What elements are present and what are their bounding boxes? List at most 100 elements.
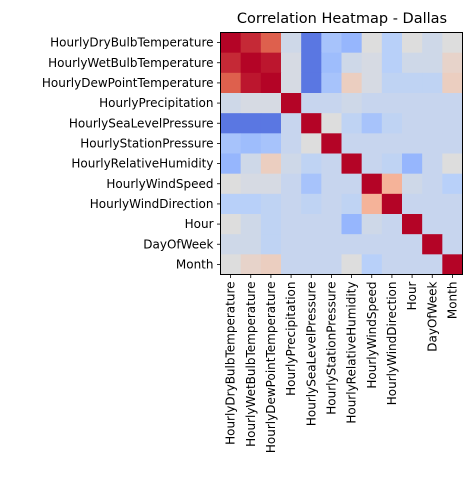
heatmap-cell-5-7	[361, 133, 383, 154]
heatmap-cell-4-5	[321, 113, 342, 134]
heatmap-cell-5-11	[442, 133, 463, 154]
heatmap-cell-5-9	[402, 133, 423, 154]
heatmap-cell-5-6	[341, 133, 363, 154]
heatmap-cell-10-6	[341, 234, 363, 255]
heatmap-cell-4-8	[381, 113, 403, 134]
heatmap-cell-7-11	[442, 173, 463, 195]
y-tick-label-11: Month	[176, 257, 214, 271]
x-tick-label-9: Hour	[405, 281, 419, 310]
heatmap-cell-8-0	[220, 193, 242, 215]
heatmap-cell-2-7	[361, 72, 383, 94]
heatmap-cell-8-7	[361, 193, 383, 215]
heatmap-cell-6-1	[240, 153, 262, 175]
heatmap-cell-11-9	[402, 254, 423, 275]
heatmap-cell-4-7	[361, 113, 383, 134]
heatmap-cell-3-9	[402, 93, 423, 114]
heatmap-cell-9-8	[381, 214, 403, 235]
heatmap-cell-7-1	[240, 173, 262, 195]
heatmap-cell-11-1	[240, 254, 262, 275]
heatmap-cells	[220, 32, 463, 275]
heatmap-cell-9-10	[422, 214, 443, 235]
y-tick-label-1: HourlyWetBulbTemperature	[48, 56, 213, 70]
heatmap-cell-0-4	[301, 32, 322, 54]
heatmap-cell-0-7	[361, 32, 383, 54]
heatmap-cell-7-6	[341, 173, 363, 195]
heatmap-cell-9-2	[260, 214, 282, 235]
heatmap-cell-8-9	[402, 193, 423, 215]
heatmap-cell-6-10	[422, 153, 443, 175]
heatmap-cell-1-6	[341, 52, 363, 74]
heatmap-cell-0-2	[260, 32, 282, 54]
heatmap-cell-5-1	[240, 133, 262, 154]
heatmap-cell-6-4	[301, 153, 322, 175]
heatmap-cell-8-5	[321, 193, 342, 215]
heatmap-cell-10-8	[381, 234, 403, 255]
y-tick-label-3: HourlyPrecipitation	[99, 96, 213, 110]
y-tick-label-6: HourlyRelativeHumidity	[71, 157, 213, 171]
heatmap-cell-10-7	[361, 234, 383, 255]
x-tick-label-3: HourlyPrecipitation	[284, 282, 298, 396]
heatmap-cell-1-10	[422, 52, 443, 74]
heatmap-cell-11-7	[361, 254, 383, 275]
heatmap-cell-0-0	[220, 32, 242, 54]
heatmap-cell-1-5	[321, 52, 342, 74]
heatmap-cell-1-9	[402, 52, 423, 74]
x-tick-label-11: Month	[445, 282, 459, 320]
heatmap-cell-9-1	[240, 214, 262, 235]
y-axis-ticks: HourlyDryBulbTemperature HourlyWetBulbTem…	[42, 36, 221, 271]
heatmap-cell-1-7	[361, 52, 383, 74]
heatmap-cell-10-5	[321, 234, 342, 255]
heatmap-cell-6-5	[321, 153, 342, 175]
x-tick-label-8: HourlyWindDirection	[385, 281, 399, 405]
heatmap-cell-11-4	[301, 254, 322, 275]
heatmap-cell-6-11	[442, 153, 463, 175]
x-tick-label-0: HourlyDryBulbTemperature	[224, 282, 238, 445]
heatmap-cell-2-1	[240, 72, 262, 94]
heatmap-cell-10-2	[260, 234, 282, 255]
chart-title: Correlation Heatmap - Dallas	[237, 11, 447, 27]
heatmap-cell-5-3	[281, 133, 302, 154]
x-axis-ticks: HourlyDryBulbTemperature HourlyWetBulbTem…	[224, 274, 459, 454]
x-tick-label-2: HourlyDewPointTemperature	[264, 282, 278, 454]
heatmap-cell-9-0	[220, 214, 242, 235]
heatmap-cell-6-2	[260, 153, 282, 175]
heatmap-cell-7-2	[260, 173, 282, 195]
heatmap-cell-0-6	[341, 32, 363, 54]
heatmap-cell-3-0	[220, 93, 242, 114]
heatmap-cell-4-11	[442, 113, 463, 134]
y-tick-label-4: HourlySeaLevelPressure	[69, 116, 214, 130]
heatmap-cell-3-8	[381, 93, 403, 114]
heatmap-cell-1-2	[260, 52, 282, 74]
heatmap-cell-4-9	[402, 113, 423, 134]
heatmap-cell-2-6	[341, 72, 363, 94]
heatmap-cell-7-9	[402, 173, 423, 195]
heatmap-cell-7-5	[321, 173, 342, 195]
heatmap-cell-6-8	[381, 153, 403, 175]
x-tick-label-10: DayOfWeek	[425, 281, 439, 351]
heatmap-cell-0-8	[381, 32, 403, 54]
heatmap-cell-3-6	[341, 93, 363, 114]
heatmap-cell-6-0	[220, 153, 242, 175]
heatmap-cell-4-1	[240, 113, 262, 134]
heatmap-cell-0-5	[321, 32, 342, 54]
heatmap-cell-0-3	[281, 32, 302, 54]
heatmap-cell-11-6	[341, 254, 363, 275]
heatmap-cell-1-3	[281, 52, 302, 74]
y-tick-label-0: HourlyDryBulbTemperature	[50, 36, 213, 50]
heatmap-cell-5-2	[260, 133, 282, 154]
x-tick-label-6: HourlyRelativeHumidity	[345, 282, 359, 424]
heatmap-cell-7-8	[381, 173, 403, 195]
heatmap-cell-0-11	[442, 32, 463, 54]
heatmap-cell-3-2	[260, 93, 282, 114]
heatmap-cell-10-3	[281, 234, 302, 255]
heatmap-cell-11-10	[422, 254, 443, 275]
heatmap-cell-8-10	[422, 193, 443, 215]
heatmap-cell-9-6	[341, 214, 363, 235]
heatmap-cell-6-3	[281, 153, 302, 175]
heatmap-cell-2-4	[301, 72, 322, 94]
y-tick-label-9: Hour	[185, 217, 214, 231]
heatmap-cell-7-3	[281, 173, 302, 195]
heatmap-cell-3-1	[240, 93, 262, 114]
heatmap-cell-9-11	[442, 214, 463, 235]
heatmap-cell-7-0	[220, 173, 242, 195]
